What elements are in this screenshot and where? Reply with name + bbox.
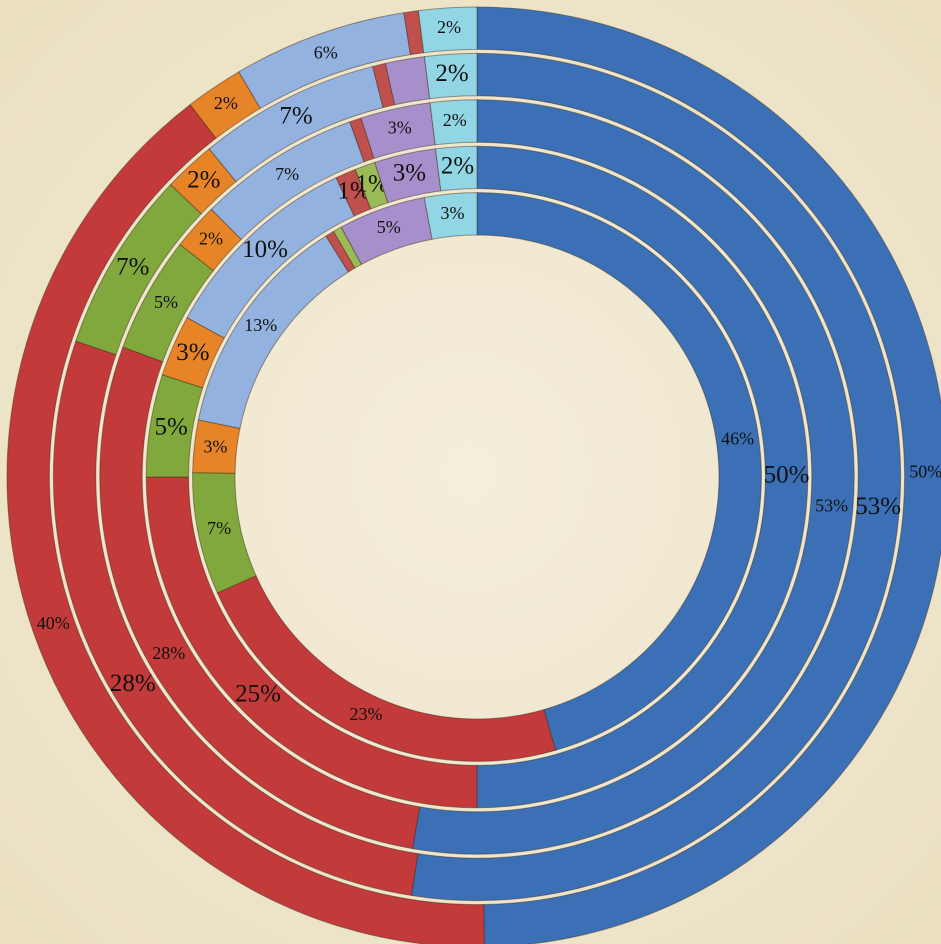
ring-segment (423, 192, 478, 240)
data-label: 6% (314, 43, 338, 63)
data-label: 2% (199, 229, 223, 249)
ring-segment (354, 161, 389, 210)
ring-segment (52, 340, 419, 897)
data-label: 50% (764, 462, 810, 489)
ring-segment (429, 99, 478, 146)
data-label: 3% (388, 118, 412, 138)
data-label: 2% (187, 166, 220, 193)
ring-segment (189, 71, 261, 139)
ring-segment (360, 102, 436, 160)
ring-segment (476, 145, 809, 809)
data-label: 40% (37, 613, 70, 633)
data-label: 5% (377, 217, 401, 237)
ring-segment (434, 145, 478, 192)
ring-segment (325, 230, 356, 273)
ring-segment (411, 99, 855, 855)
ring-segment (122, 243, 215, 363)
data-label: 53% (855, 493, 901, 520)
data-label: 7% (275, 164, 299, 184)
ring-segment (423, 52, 478, 100)
ring-segment (99, 346, 421, 850)
data-label: 28% (152, 643, 185, 663)
ring-segment (332, 226, 363, 269)
ring-segment (6, 103, 485, 944)
data-label: 7% (116, 253, 149, 280)
data-label: 2% (435, 60, 468, 87)
data-label: 50% (909, 462, 941, 482)
data-label: 2% (443, 110, 467, 130)
data-label: 53% (815, 496, 848, 516)
ring-segment (210, 121, 365, 241)
ring-segment (340, 196, 433, 266)
data-label: 7% (279, 102, 312, 129)
ring-segment (476, 6, 941, 944)
data-label: 13% (244, 315, 277, 335)
data-label: 7% (207, 518, 231, 538)
data-label: 23% (349, 704, 382, 724)
data-label: 3% (393, 160, 426, 187)
ring-segment (208, 65, 384, 183)
data-label: 3% (176, 339, 209, 366)
data-label: 3% (440, 203, 464, 223)
data-label: 46% (721, 428, 754, 448)
ring-segment (192, 419, 241, 474)
data-label: 5% (154, 292, 178, 312)
data-label: 2% (437, 17, 461, 37)
ring-segment (476, 192, 762, 751)
data-label: 2% (214, 93, 238, 113)
ring-segment (75, 183, 202, 356)
data-label: 25% (235, 681, 281, 708)
ring-segment (349, 117, 375, 163)
data-label: 28% (110, 670, 156, 697)
data-label: 3% (203, 437, 227, 457)
data-label: 2% (441, 153, 474, 180)
data-label: 5% (155, 413, 188, 440)
ring-segment (410, 52, 902, 902)
ring-segment (186, 177, 355, 339)
ring-segment (417, 6, 478, 54)
data-label: 10% (242, 236, 288, 263)
